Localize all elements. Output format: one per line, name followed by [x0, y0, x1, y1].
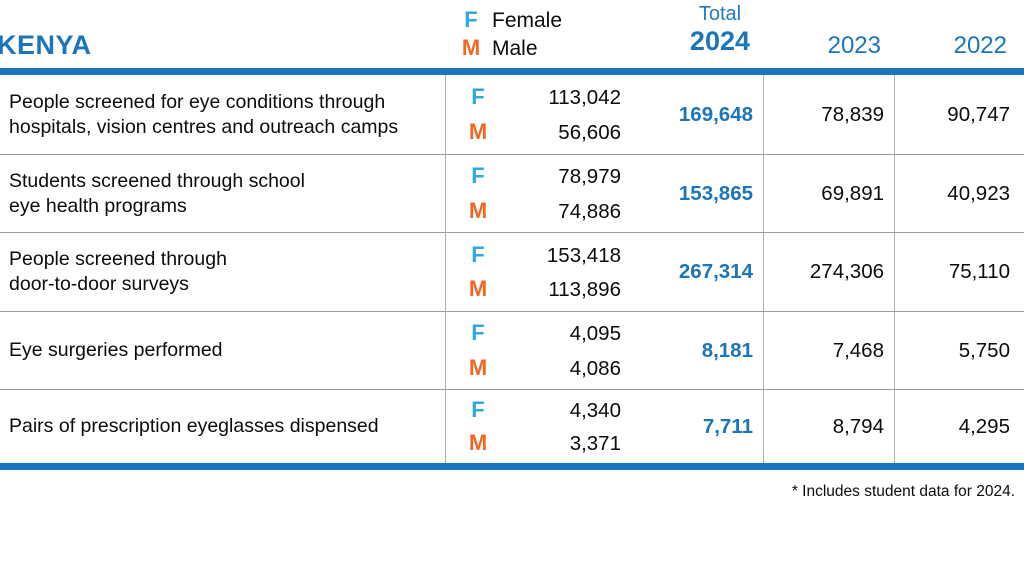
table-row-eye-surgeries: Eye surgeries performed F 4,095 M 4,086 …	[0, 311, 1024, 389]
female-line: F 153,418	[446, 242, 621, 268]
row-label: Eye surgeries performed	[9, 339, 223, 361]
female-value: 4,340	[569, 399, 621, 422]
value-2023: 69,891	[763, 155, 894, 232]
male-value: 3,371	[569, 432, 621, 455]
male-value: 56,606	[558, 121, 621, 144]
female-value: 4,095	[569, 322, 621, 346]
column-header-total-2024: Total 2024	[690, 0, 760, 68]
total-2024-value: 267,314	[678, 260, 753, 283]
female-male-values: F 4,340 M 3,371	[446, 390, 621, 463]
total-2024-value: 7,711	[702, 414, 753, 438]
row-mid-section: F 4,340 M 3,371 7,711	[445, 390, 763, 463]
table-row-school-screening: Students screened through school eye hea…	[0, 154, 1024, 232]
female-male-values: F 153,418 M 113,896	[446, 233, 621, 311]
female-line: F 78,979	[446, 163, 621, 189]
male-label: Male	[492, 37, 538, 60]
female-male-values: F 113,042 M 56,606	[446, 75, 621, 154]
male-line: M 4,086	[446, 355, 621, 381]
male-abbr: M	[461, 35, 481, 60]
top-rule	[0, 68, 1024, 75]
table-body: People screened for eye conditions throu…	[0, 75, 1024, 463]
bottom-rule	[0, 463, 1024, 470]
female-line: F 4,340	[446, 397, 621, 423]
row-mid-section: F 4,095 M 4,086 8,181	[445, 312, 763, 389]
male-line: M 113,896	[446, 276, 621, 302]
table-row-eyeglasses-dispensed: Pairs of prescription eyeglasses dispens…	[0, 389, 1024, 463]
table-header: KENYA F Female M Male Total 2024 2023 20…	[0, 0, 1024, 68]
row-label: People screened through door-to-door sur…	[9, 248, 227, 295]
female-abbr: F	[471, 320, 485, 346]
footnote: * Includes student data for 2024.	[791, 483, 1015, 500]
male-value: 113,896	[548, 278, 621, 302]
value-2022: 40,923	[894, 155, 1024, 232]
female-male-values: F 4,095 M 4,086	[446, 312, 621, 389]
female-value: 78,979	[558, 165, 621, 189]
female-male-values: F 78,979 M 74,886	[446, 155, 621, 232]
column-header-2022: 2022	[953, 32, 1007, 59]
male-line: M 74,886	[446, 198, 621, 224]
row-label: People screened for eye conditions throu…	[9, 90, 399, 138]
total-2024-value: 153,865	[678, 181, 753, 205]
female-value: 153,418	[546, 243, 621, 267]
gender-legend: F Female M Male	[456, 0, 562, 68]
female-abbr: F	[471, 84, 485, 109]
value-2022: 90,747	[894, 75, 1024, 154]
male-line: M 3,371	[446, 430, 621, 456]
country-title: KENYA	[0, 30, 92, 60]
male-abbr: M	[468, 119, 488, 144]
male-abbr: M	[468, 197, 488, 223]
total-2024-value: 169,648	[678, 102, 753, 126]
value-2023: 8,794	[763, 390, 894, 463]
header-mid-section: F Female M Male Total 2024	[442, 0, 760, 68]
female-abbr: F	[464, 7, 478, 32]
row-label: Students screened through school eye hea…	[9, 169, 305, 217]
value-2022: 75,110	[894, 233, 1024, 311]
male-value: 74,886	[558, 199, 621, 223]
total-year-2024: 2024	[689, 26, 750, 56]
legend-male-line: M Male	[456, 35, 562, 61]
value-2023: 274,306	[763, 233, 894, 311]
male-abbr: M	[468, 276, 488, 302]
column-header-2023: 2023	[827, 32, 881, 59]
female-label: Female	[492, 9, 563, 32]
value-2023: 7,468	[763, 312, 894, 389]
male-value: 4,086	[569, 356, 621, 380]
table-row-door-to-door-surveys: People screened through door-to-door sur…	[0, 232, 1024, 311]
male-abbr: M	[468, 430, 488, 455]
row-mid-section: F 78,979 M 74,886 153,865	[445, 155, 763, 232]
legend-female-line: F Female	[456, 7, 562, 33]
male-abbr: M	[468, 354, 488, 380]
value-2023: 78,839	[763, 75, 894, 154]
row-mid-section: F 113,042 M 56,606 169,648	[445, 75, 763, 154]
total-2024-value: 8,181	[701, 338, 753, 362]
female-line: F 113,042	[446, 84, 621, 110]
total-label: Total	[698, 3, 742, 25]
female-abbr: F	[471, 397, 485, 422]
female-abbr: F	[471, 241, 485, 267]
row-mid-section: F 153,418 M 113,896 267,314	[445, 233, 763, 311]
table-row-hospitals-screening: People screened for eye conditions throu…	[0, 75, 1024, 154]
male-line: M 56,606	[446, 119, 621, 145]
value-2022: 4,295	[894, 390, 1024, 463]
female-value: 113,042	[548, 86, 621, 109]
row-label: Pairs of prescription eyeglasses dispens…	[9, 415, 379, 437]
female-line: F 4,095	[446, 320, 621, 346]
value-2022: 5,750	[894, 312, 1024, 389]
female-abbr: F	[471, 163, 485, 189]
